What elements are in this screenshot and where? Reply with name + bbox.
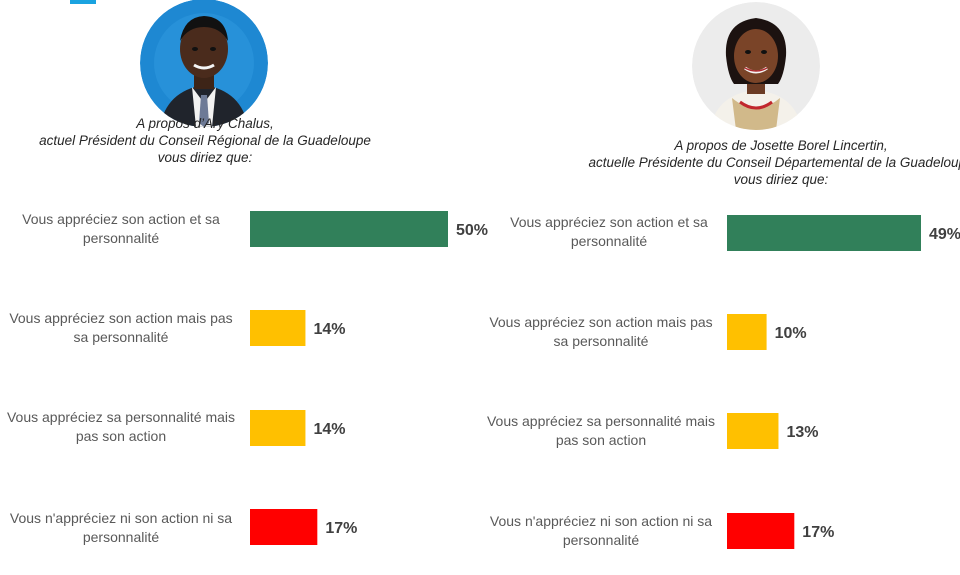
category-label-action-and-personality: Vous appréciez son action et sa personna… xyxy=(510,214,708,249)
category-label-personality-not-action: Vous appréciez sa personnalité mais pas … xyxy=(486,413,716,448)
caption-line-3: vous diriez que: xyxy=(157,150,253,165)
caption-ary-chalus: A propos d’Ary Chalus, actuel Président … xyxy=(0,115,410,166)
caption-line-3: vous diriez que: xyxy=(733,172,829,187)
panel-josette-borel-lincertin: A propos de Josette Borel Lincertin, act… xyxy=(480,0,960,575)
bar-action-not-personality xyxy=(250,310,306,346)
caption-line-1: A propos d’Ary Chalus, xyxy=(136,116,274,131)
bar-action-and-personality xyxy=(250,211,448,247)
data-label-neither: 17% xyxy=(325,520,357,537)
category-label-neither: Vous n'appréciez ni son action ni sa per… xyxy=(9,510,233,545)
portrait-ary-chalus xyxy=(140,0,268,127)
bar-action-and-personality xyxy=(727,215,921,251)
category-label-action-and-personality: Vous appréciez son action et sa personna… xyxy=(22,211,220,246)
category-label-personality-not-action: Vous appréciez sa personnalité mais pas … xyxy=(6,409,236,444)
data-label-action-and-personality: 50% xyxy=(456,222,488,239)
bar-neither xyxy=(727,513,795,549)
portrait-woman-icon xyxy=(692,2,820,130)
data-label-personality-not-action: 13% xyxy=(786,424,818,441)
bar-action-not-personality xyxy=(727,314,767,350)
caption-line-1: A propos de Josette Borel Lincertin, xyxy=(674,138,888,153)
category-label-action-not-personality: Vous appréciez son action mais pas sa pe… xyxy=(9,310,233,345)
data-label-neither: 17% xyxy=(802,524,834,541)
data-label-action-not-personality: 14% xyxy=(313,321,345,338)
category-label-action-not-personality: Vous appréciez son action mais pas sa pe… xyxy=(489,314,713,349)
bar-chart-josette-borel-lincertin: 49% 10% 13% 17% xyxy=(727,215,960,549)
data-label-action-not-personality: 10% xyxy=(775,325,807,342)
bar-neither xyxy=(250,509,318,545)
bar-personality-not-action xyxy=(250,410,306,446)
caption-line-2: actuelle Présidente du Conseil Départeme… xyxy=(588,155,960,170)
category-label-neither: Vous n'appréciez ni son action ni sa per… xyxy=(489,513,713,548)
portrait-man-icon xyxy=(140,0,268,127)
bar-chart-ary-chalus: 50% 14% 14% 17% xyxy=(250,211,488,545)
corner-accent-mark xyxy=(70,0,96,4)
data-label-action-and-personality: 49% xyxy=(929,226,960,243)
panel-ary-chalus: A propos d’Ary Chalus, actuel Président … xyxy=(0,0,488,545)
caption-josette-borel-lincertin: A propos de Josette Borel Lincertin, act… xyxy=(522,137,960,188)
portrait-josette-borel-lincertin xyxy=(692,2,820,130)
caption-line-2: actuel Président du Conseil Régional de … xyxy=(39,133,371,148)
data-label-personality-not-action: 14% xyxy=(313,421,345,438)
bar-personality-not-action xyxy=(727,413,779,449)
